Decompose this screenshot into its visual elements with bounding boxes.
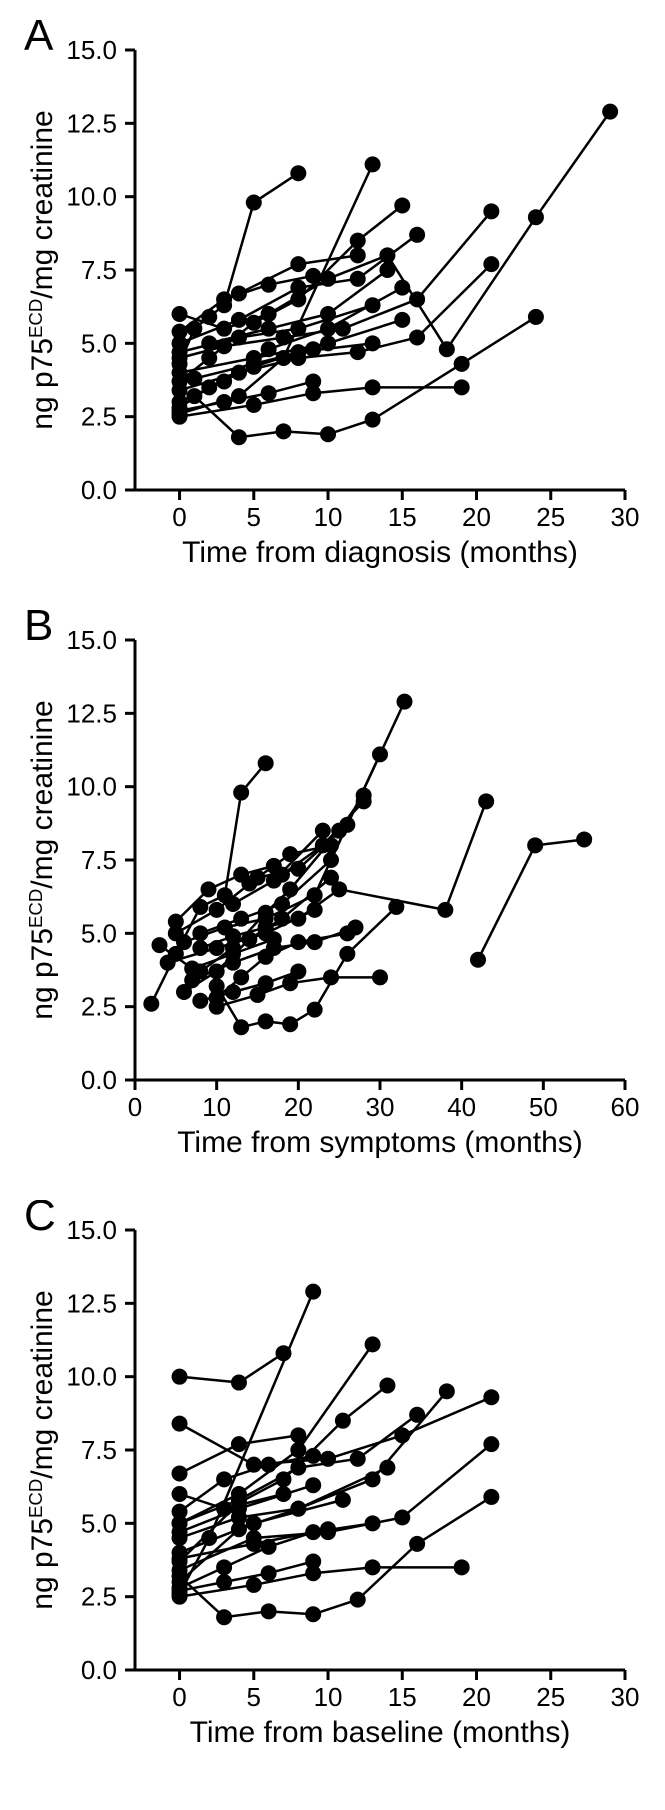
svg-text:7.5: 7.5 (81, 255, 117, 285)
figure-container: 0 5 10 15 20 25 30 0.0 2.5 5.0 7.5 10.0 12.5 15.0 Time… (20, 20, 645, 1760)
svg-text:30: 30 (611, 502, 640, 532)
svg-text:15: 15 (388, 502, 417, 532)
svg-text:ng p75ECD/mg creatinine: ng p75ECD/mg creatinine (25, 1290, 60, 1609)
svg-text:C: C (24, 1200, 56, 1240)
svg-text:10.0: 10.0 (66, 1362, 117, 1392)
svg-text:12.5: 12.5 (66, 1288, 117, 1318)
svg-text:0: 0 (172, 502, 186, 532)
svg-text:15.0: 15.0 (66, 625, 117, 655)
svg-text:12.5: 12.5 (66, 698, 117, 728)
svg-text:60: 60 (611, 1092, 640, 1122)
svg-text:2.5: 2.5 (81, 402, 117, 432)
chart-B: 0 10 20 30 40 50 60 0.0 2.5 5.0 7.5 10.0 12.5 15.0 Tim… (20, 610, 645, 1170)
svg-text:Time from symptoms (months): Time from symptoms (months) (177, 1126, 583, 1159)
svg-text:50: 50 (529, 1092, 558, 1122)
svg-text:2.5: 2.5 (81, 992, 117, 1022)
svg-text:B: B (24, 610, 53, 650)
panel-C: 0 5 10 15 20 25 30 0.0 2.5 5.0 7.5 10.0 12.5 15.0 Time… (20, 1200, 645, 1760)
svg-text:10: 10 (202, 1092, 231, 1122)
svg-text:10.0: 10.0 (66, 772, 117, 802)
svg-text:ng p75ECD/mg creatinine: ng p75ECD/mg creatinine (25, 700, 60, 1019)
panel-A: 0 5 10 15 20 25 30 0.0 2.5 5.0 7.5 10.0 12.5 15.0 Time… (20, 20, 645, 580)
svg-text:10: 10 (314, 1682, 343, 1712)
svg-text:Time from baseline (months): Time from baseline (months) (190, 1716, 571, 1749)
svg-text:Time from diagnosis (months): Time from diagnosis (months) (182, 536, 578, 569)
svg-text:5.0: 5.0 (81, 1508, 117, 1538)
svg-text:ng p75ECD/mg creatinine: ng p75ECD/mg creatinine (25, 110, 60, 429)
svg-text:30: 30 (611, 1682, 640, 1712)
svg-text:15: 15 (388, 1682, 417, 1712)
svg-text:A: A (24, 20, 54, 60)
svg-text:0.0: 0.0 (81, 475, 117, 505)
svg-text:0.0: 0.0 (81, 1065, 117, 1095)
svg-text:5: 5 (247, 1682, 261, 1712)
panel-B: 0 10 20 30 40 50 60 0.0 2.5 5.0 7.5 10.0 12.5 15.0 Tim… (20, 610, 645, 1170)
svg-text:2.5: 2.5 (81, 1582, 117, 1612)
svg-text:5.0: 5.0 (81, 328, 117, 358)
svg-text:10: 10 (314, 502, 343, 532)
svg-text:0.0: 0.0 (81, 1655, 117, 1685)
svg-text:12.5: 12.5 (66, 108, 117, 138)
svg-text:30: 30 (366, 1092, 395, 1122)
svg-text:5.0: 5.0 (81, 918, 117, 948)
svg-text:0: 0 (128, 1092, 142, 1122)
svg-text:25: 25 (536, 502, 565, 532)
svg-text:20: 20 (284, 1092, 313, 1122)
chart-C: 0 5 10 15 20 25 30 0.0 2.5 5.0 7.5 10.0 12.5 15.0 Time… (20, 1200, 645, 1760)
svg-text:10.0: 10.0 (66, 182, 117, 212)
svg-text:20: 20 (462, 502, 491, 532)
chart-A: 0 5 10 15 20 25 30 0.0 2.5 5.0 7.5 10.0 12.5 15.0 Time… (20, 20, 645, 580)
svg-text:0: 0 (172, 1682, 186, 1712)
svg-text:20: 20 (462, 1682, 491, 1712)
svg-text:25: 25 (536, 1682, 565, 1712)
svg-text:7.5: 7.5 (81, 1435, 117, 1465)
svg-text:40: 40 (447, 1092, 476, 1122)
svg-text:15.0: 15.0 (66, 35, 117, 65)
svg-text:15.0: 15.0 (66, 1215, 117, 1245)
svg-text:5: 5 (247, 502, 261, 532)
svg-text:7.5: 7.5 (81, 845, 117, 875)
